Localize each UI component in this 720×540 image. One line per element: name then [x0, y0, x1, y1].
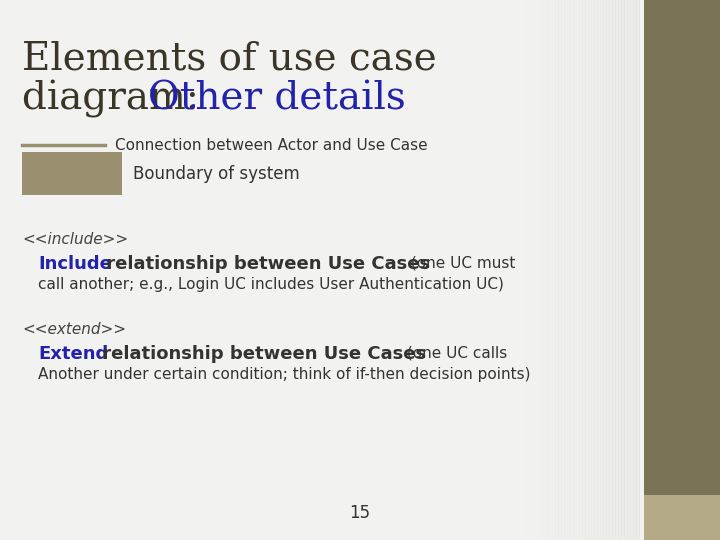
- Text: 15: 15: [349, 504, 371, 522]
- Text: Another under certain condition; think of if-then decision points): Another under certain condition; think o…: [38, 367, 531, 382]
- Bar: [644, 0, 720, 540]
- Text: Boundary of system: Boundary of system: [133, 165, 300, 183]
- Text: relationship between Use Cases: relationship between Use Cases: [100, 255, 430, 273]
- Text: diagram:: diagram:: [22, 80, 211, 118]
- Text: Extend: Extend: [38, 345, 108, 363]
- Text: (one UC must: (one UC must: [406, 255, 516, 270]
- Bar: [22, 152, 122, 195]
- Text: call another; e.g., Login UC includes User Authentication UC): call another; e.g., Login UC includes Us…: [38, 277, 504, 292]
- Bar: [644, 495, 720, 540]
- Text: relationship between Use Cases: relationship between Use Cases: [96, 345, 426, 363]
- Text: Other details: Other details: [148, 80, 406, 117]
- Text: Include: Include: [38, 255, 112, 273]
- Text: <<include>>: <<include>>: [22, 232, 128, 247]
- Text: (one UC calls: (one UC calls: [402, 345, 508, 360]
- Text: <<extend>>: <<extend>>: [22, 322, 126, 337]
- Text: Connection between Actor and Use Case: Connection between Actor and Use Case: [115, 138, 428, 152]
- Text: Elements of use case: Elements of use case: [22, 40, 437, 77]
